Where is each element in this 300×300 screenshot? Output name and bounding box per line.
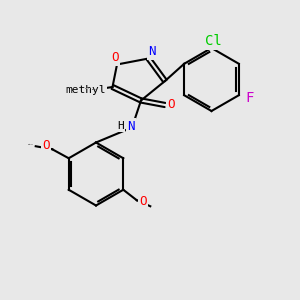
Text: N: N bbox=[148, 45, 155, 58]
Text: O: O bbox=[167, 98, 175, 112]
Text: O: O bbox=[42, 139, 50, 152]
Text: methyl: methyl bbox=[92, 89, 96, 90]
Text: methoxy: methoxy bbox=[28, 144, 34, 146]
Text: Cl: Cl bbox=[205, 34, 221, 48]
Text: N: N bbox=[127, 119, 134, 133]
Text: methyl: methyl bbox=[85, 88, 90, 89]
Text: H: H bbox=[117, 121, 124, 131]
Text: methyl: methyl bbox=[65, 85, 106, 95]
Text: F: F bbox=[245, 91, 254, 105]
Text: O: O bbox=[111, 51, 118, 64]
Text: O: O bbox=[140, 195, 147, 208]
